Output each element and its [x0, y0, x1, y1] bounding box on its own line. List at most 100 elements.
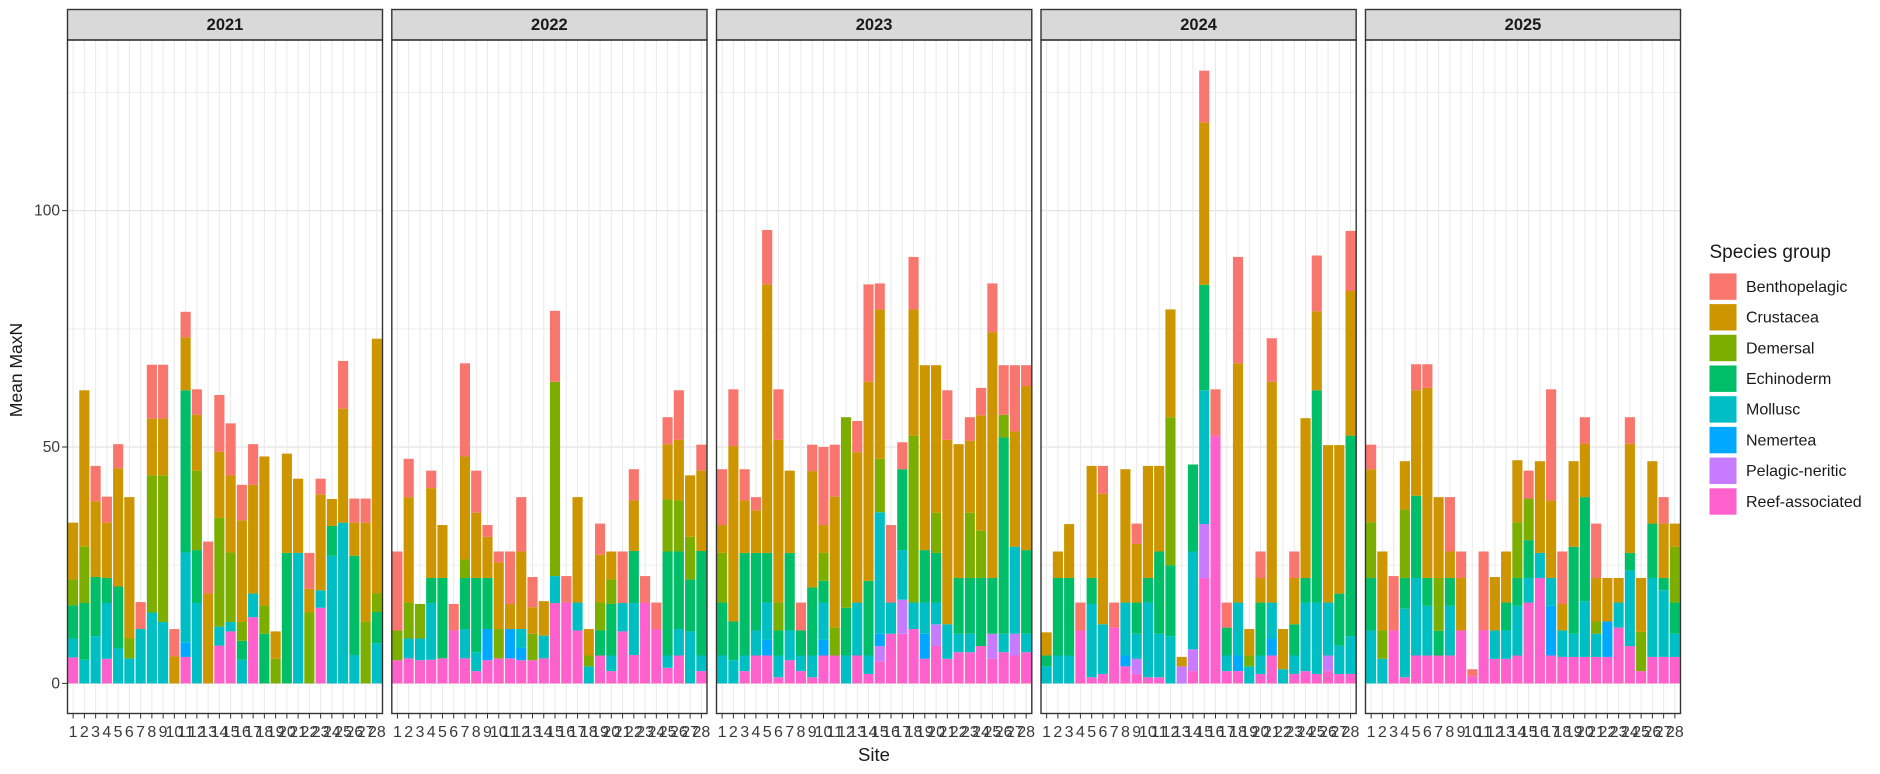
- svg-text:25: 25: [1632, 724, 1650, 741]
- svg-text:3: 3: [1065, 724, 1074, 741]
- svg-text:27: 27: [1655, 724, 1673, 741]
- svg-text:27: 27: [681, 724, 699, 741]
- svg-text:5: 5: [114, 724, 123, 741]
- svg-text:11: 11: [1475, 724, 1492, 741]
- svg-text:3: 3: [1389, 724, 1398, 741]
- svg-text:1: 1: [1042, 724, 1051, 741]
- svg-text:16: 16: [233, 724, 251, 741]
- svg-text:14: 14: [1508, 724, 1526, 741]
- svg-text:16: 16: [1531, 724, 1549, 741]
- svg-text:18: 18: [255, 724, 273, 741]
- svg-text:8: 8: [1121, 724, 1130, 741]
- svg-text:19: 19: [267, 724, 285, 741]
- svg-text:28: 28: [368, 724, 386, 741]
- svg-text:Mean MaxN: Mean MaxN: [6, 323, 26, 417]
- svg-text:Pelagic-neritic: Pelagic-neritic: [1746, 463, 1846, 480]
- svg-text:18: 18: [1553, 724, 1571, 741]
- svg-text:20: 20: [1252, 724, 1270, 741]
- svg-text:28: 28: [1666, 724, 1684, 741]
- svg-text:23: 23: [1285, 724, 1303, 741]
- svg-text:9: 9: [1132, 724, 1141, 741]
- svg-text:8: 8: [147, 724, 156, 741]
- svg-text:19: 19: [916, 724, 934, 741]
- svg-text:18: 18: [905, 724, 923, 741]
- svg-text:8: 8: [1445, 724, 1454, 741]
- svg-text:23: 23: [1610, 724, 1628, 741]
- svg-text:1: 1: [393, 724, 402, 741]
- svg-text:24: 24: [647, 724, 665, 741]
- svg-text:12: 12: [512, 724, 530, 741]
- svg-text:5: 5: [1412, 724, 1421, 741]
- svg-text:10: 10: [165, 724, 183, 741]
- svg-text:24: 24: [972, 724, 990, 741]
- svg-text:2022: 2022: [531, 16, 568, 34]
- svg-text:4: 4: [102, 724, 111, 741]
- svg-text:24: 24: [1297, 724, 1315, 741]
- svg-text:Species group: Species group: [1710, 242, 1831, 263]
- svg-text:28: 28: [692, 724, 710, 741]
- svg-text:28: 28: [1017, 724, 1035, 741]
- svg-text:7: 7: [785, 724, 794, 741]
- svg-text:4: 4: [751, 724, 760, 741]
- svg-text:20: 20: [278, 724, 296, 741]
- svg-text:20: 20: [1576, 724, 1594, 741]
- svg-text:2024: 2024: [1180, 16, 1218, 34]
- svg-text:12: 12: [837, 724, 855, 741]
- svg-text:6: 6: [774, 724, 783, 741]
- svg-text:26: 26: [1643, 724, 1661, 741]
- svg-text:6: 6: [1098, 724, 1107, 741]
- svg-text:15: 15: [871, 724, 889, 741]
- svg-text:11: 11: [1151, 724, 1168, 741]
- svg-text:Nemertea: Nemertea: [1746, 432, 1816, 449]
- svg-text:11: 11: [502, 724, 519, 741]
- svg-text:24: 24: [1621, 724, 1639, 741]
- svg-text:15: 15: [222, 724, 240, 741]
- svg-text:2021: 2021: [207, 16, 244, 34]
- svg-text:Crustacea: Crustacea: [1746, 310, 1819, 327]
- svg-text:15: 15: [1520, 724, 1538, 741]
- svg-text:2: 2: [80, 724, 89, 741]
- svg-text:2: 2: [729, 724, 738, 741]
- svg-text:22: 22: [1598, 724, 1616, 741]
- svg-text:27: 27: [1006, 724, 1024, 741]
- svg-text:20: 20: [602, 724, 620, 741]
- svg-text:27: 27: [357, 724, 375, 741]
- svg-text:Site: Site: [858, 744, 890, 765]
- svg-text:12: 12: [1162, 724, 1180, 741]
- svg-text:6: 6: [449, 724, 458, 741]
- svg-text:25: 25: [1308, 724, 1326, 741]
- svg-text:2: 2: [1053, 724, 1062, 741]
- svg-text:26: 26: [995, 724, 1013, 741]
- svg-text:13: 13: [199, 724, 217, 741]
- svg-text:10: 10: [490, 724, 508, 741]
- svg-text:27: 27: [1330, 724, 1348, 741]
- svg-text:16: 16: [1207, 724, 1225, 741]
- svg-text:5: 5: [763, 724, 772, 741]
- svg-text:2: 2: [404, 724, 413, 741]
- svg-text:5: 5: [438, 724, 447, 741]
- svg-text:7: 7: [1110, 724, 1119, 741]
- svg-text:23: 23: [961, 724, 979, 741]
- svg-text:22: 22: [950, 724, 968, 741]
- svg-text:3: 3: [415, 724, 424, 741]
- svg-text:2: 2: [1378, 724, 1387, 741]
- svg-text:13: 13: [848, 724, 866, 741]
- svg-text:17: 17: [244, 724, 262, 741]
- svg-text:6: 6: [125, 724, 134, 741]
- svg-text:16: 16: [557, 724, 575, 741]
- svg-text:1: 1: [69, 724, 78, 741]
- svg-text:9: 9: [159, 724, 168, 741]
- svg-text:9: 9: [808, 724, 817, 741]
- svg-text:Demersal: Demersal: [1746, 340, 1814, 357]
- svg-text:18: 18: [580, 724, 598, 741]
- svg-text:23: 23: [636, 724, 654, 741]
- svg-text:9: 9: [1457, 724, 1466, 741]
- svg-text:10: 10: [1463, 724, 1481, 741]
- svg-text:8: 8: [797, 724, 806, 741]
- svg-text:22: 22: [300, 724, 318, 741]
- svg-text:Reef-associated: Reef-associated: [1746, 494, 1862, 511]
- svg-text:17: 17: [893, 724, 911, 741]
- svg-text:22: 22: [625, 724, 643, 741]
- svg-text:7: 7: [461, 724, 470, 741]
- svg-text:50: 50: [43, 439, 61, 456]
